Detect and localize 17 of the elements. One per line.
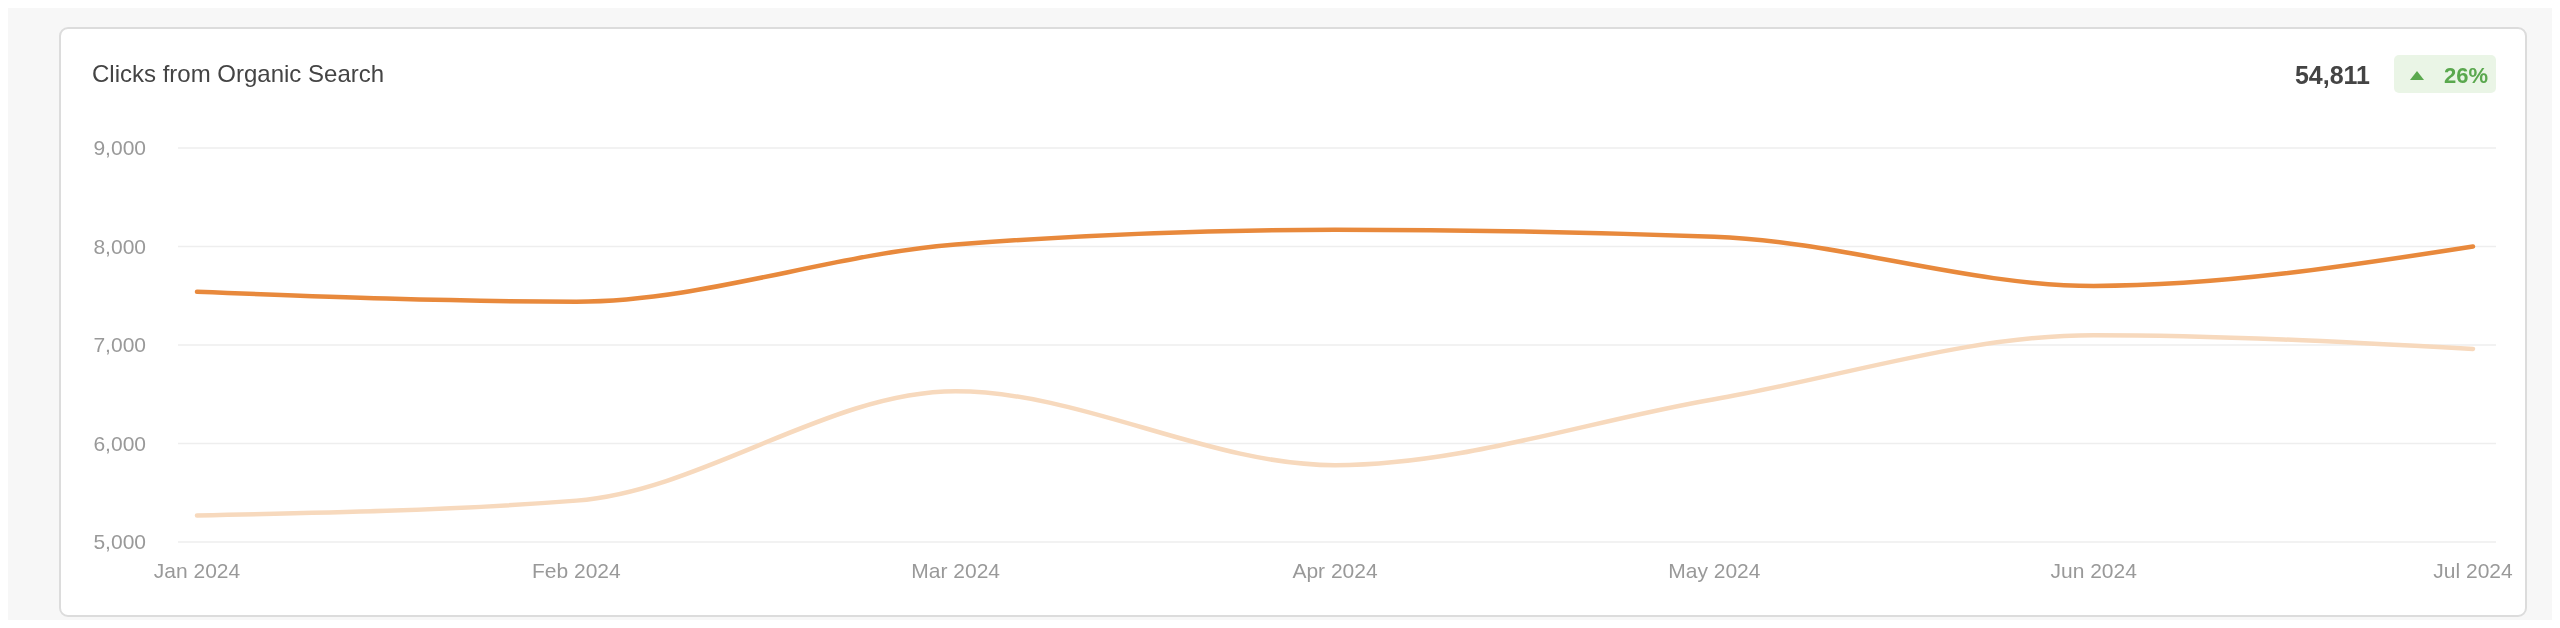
line-series xyxy=(194,332,2476,518)
y-tick-label: 6,000 xyxy=(93,431,146,455)
chart-title: Clicks from Organic Search xyxy=(92,60,385,87)
y-tick-label: 8,000 xyxy=(93,234,146,258)
line-series xyxy=(194,227,2476,304)
x-tick-label: Apr 2024 xyxy=(1292,559,1378,582)
y-tick-label: 9,000 xyxy=(93,136,146,160)
y-tick-label: 7,000 xyxy=(93,333,146,357)
x-tick-label: Jun 2024 xyxy=(2050,559,2138,582)
x-tick-label: Mar 2024 xyxy=(911,559,1001,582)
x-tick-label: Feb 2024 xyxy=(531,559,622,582)
x-tick-label: Jan 2024 xyxy=(153,559,241,582)
x-tick-label: Jul 2024 xyxy=(2433,559,2514,582)
y-tick-label: 5,000 xyxy=(93,530,146,554)
text: 26% xyxy=(2443,63,2488,88)
text: 54,811 xyxy=(2294,61,2371,89)
x-tick-label: May 2024 xyxy=(1668,559,1761,582)
